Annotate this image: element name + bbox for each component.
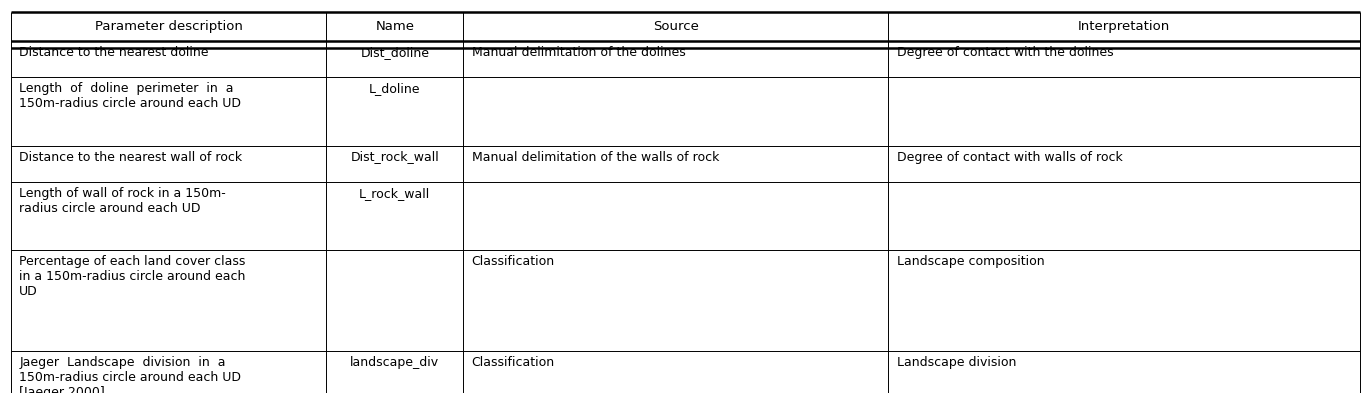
Text: Interpretation: Interpretation: [1078, 20, 1171, 33]
Text: Degree of contact with the dolines: Degree of contact with the dolines: [897, 46, 1113, 59]
Text: Jaeger  Landscape  division  in  a
150m-radius circle around each UD
[Jaeger 200: Jaeger Landscape division in a 150m-radi…: [19, 356, 241, 393]
Text: L_doline: L_doline: [369, 82, 421, 95]
Text: Manual delimitation of the walls of rock: Manual delimitation of the walls of rock: [472, 151, 718, 163]
Text: Distance to the nearest wall of rock: Distance to the nearest wall of rock: [19, 151, 243, 163]
Text: Landscape division: Landscape division: [897, 356, 1016, 369]
Text: Parameter description: Parameter description: [95, 20, 243, 33]
Text: Percentage of each land cover class
in a 150m-radius circle around each
UD: Percentage of each land cover class in a…: [19, 255, 245, 298]
Text: Classification: Classification: [472, 255, 555, 268]
Text: Landscape composition: Landscape composition: [897, 255, 1045, 268]
Text: Source: Source: [653, 20, 699, 33]
Text: Classification: Classification: [472, 356, 555, 369]
Text: Distance to the nearest doline: Distance to the nearest doline: [19, 46, 208, 59]
Text: L_rock_wall: L_rock_wall: [359, 187, 430, 200]
Text: Degree of contact with walls of rock: Degree of contact with walls of rock: [897, 151, 1123, 163]
Text: landscape_div: landscape_div: [350, 356, 440, 369]
Text: Name: Name: [376, 20, 414, 33]
Text: Length  of  doline  perimeter  in  a
150m-radius circle around each UD: Length of doline perimeter in a 150m-rad…: [19, 82, 241, 110]
Text: Length of wall of rock in a 150m-
radius circle around each UD: Length of wall of rock in a 150m- radius…: [19, 187, 226, 215]
Text: Manual delimitation of the dolines: Manual delimitation of the dolines: [472, 46, 686, 59]
Text: Dist_rock_wall: Dist_rock_wall: [351, 151, 439, 163]
Text: Dist_doline: Dist_doline: [361, 46, 429, 59]
